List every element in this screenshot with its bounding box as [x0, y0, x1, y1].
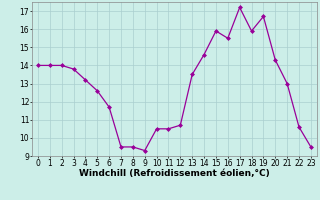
X-axis label: Windchill (Refroidissement éolien,°C): Windchill (Refroidissement éolien,°C) [79, 169, 270, 178]
